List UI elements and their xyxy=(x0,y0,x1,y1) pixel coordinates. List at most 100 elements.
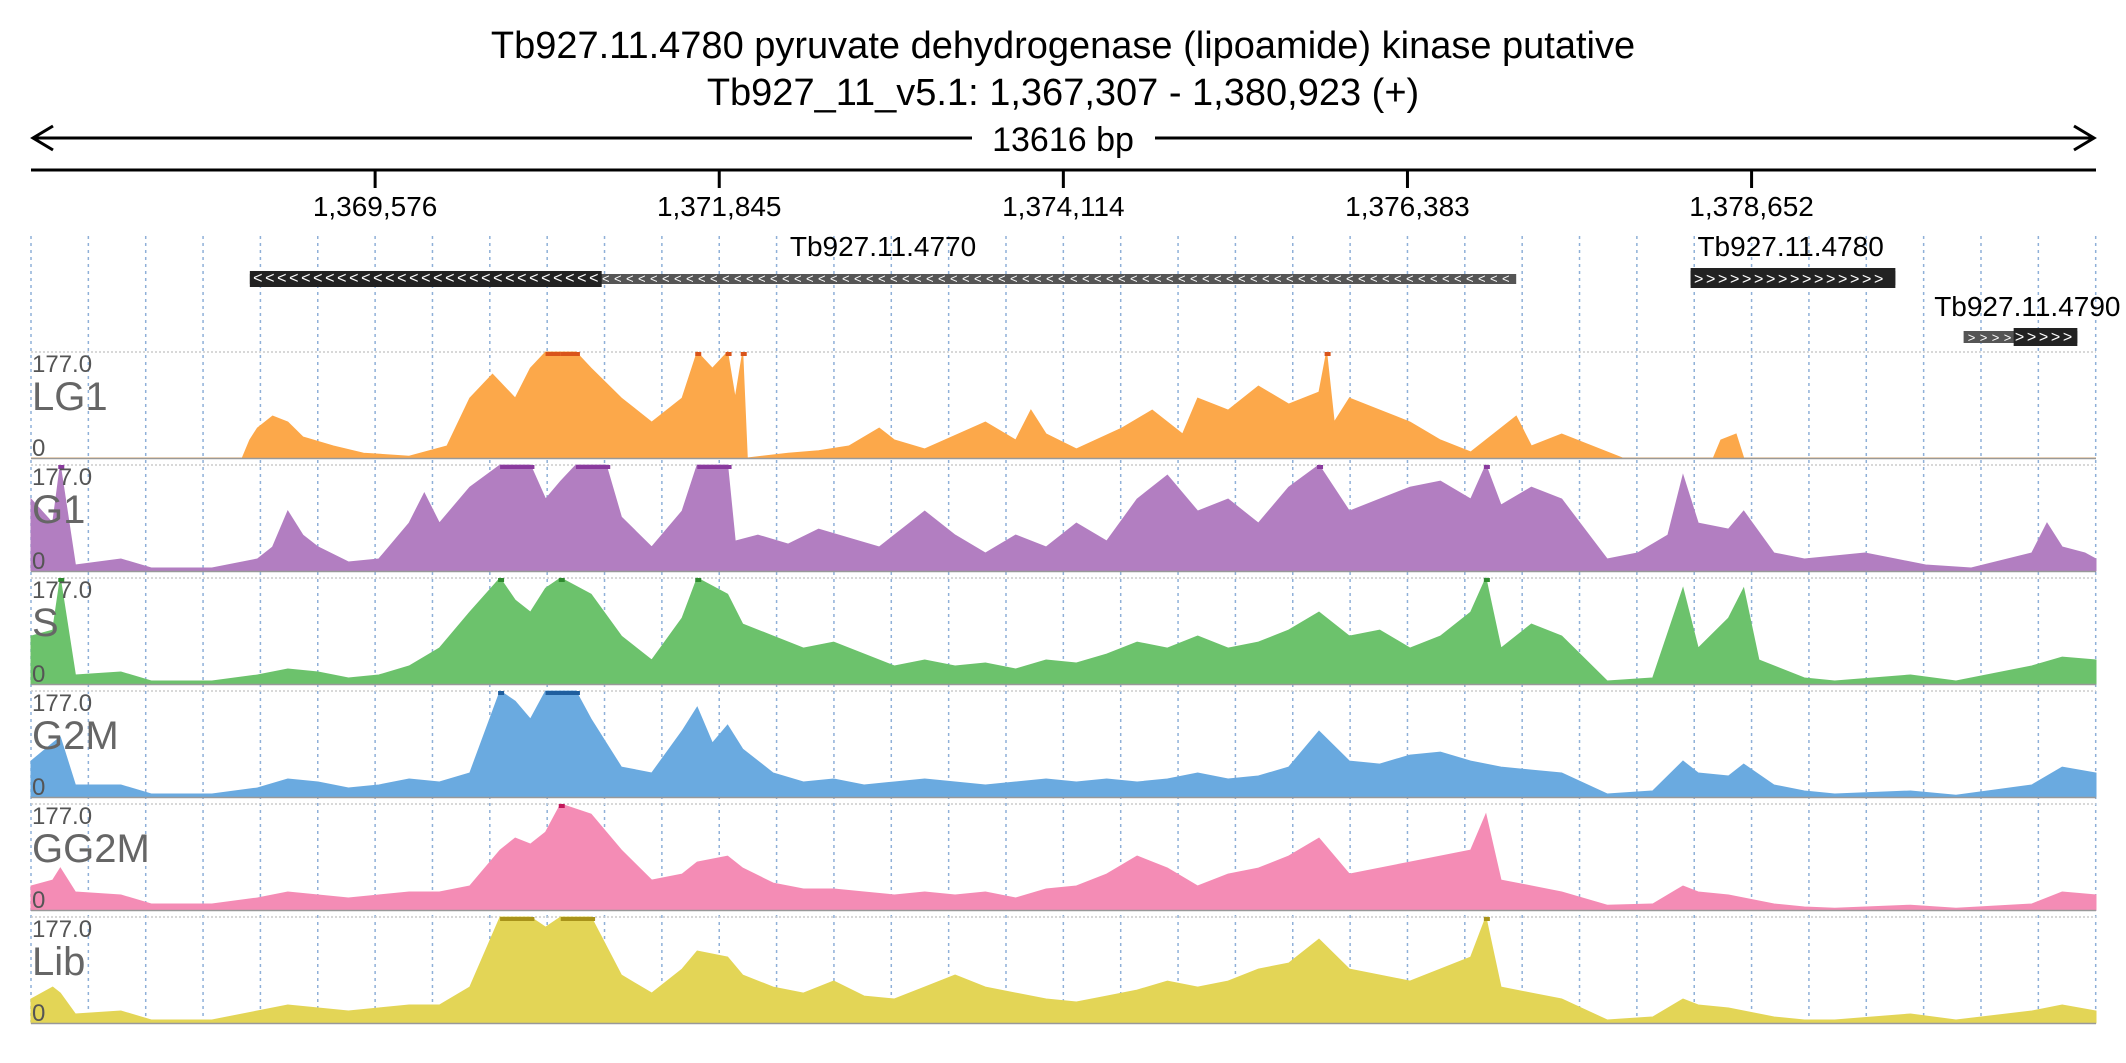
clip-marker xyxy=(1483,578,1490,582)
track-lib: 177.0 0 Lib xyxy=(30,915,2097,1027)
strand-chevron: > xyxy=(1968,330,1976,345)
strand-chevron: < xyxy=(1406,271,1414,286)
strand-chevron: < xyxy=(986,271,994,286)
strand-chevron: < xyxy=(1214,271,1222,286)
series-name: Lib xyxy=(32,940,85,984)
y-min-label: 0 xyxy=(32,661,45,688)
span-arrow-right-head xyxy=(2073,124,2097,152)
strand-chevron: > xyxy=(1850,271,1859,288)
strand-chevron: > xyxy=(1838,271,1847,288)
strand-chevron: < xyxy=(650,271,658,286)
clip-marker xyxy=(58,578,65,582)
strand-chevron: > xyxy=(1766,271,1775,288)
strand-chevron: < xyxy=(1250,271,1258,286)
strand-chevron: < xyxy=(1346,271,1354,286)
strand-chevron: < xyxy=(1154,271,1162,286)
track-g1: 177.0 0 G1 xyxy=(30,463,2097,575)
series-name: S xyxy=(32,601,59,645)
gene-label: Tb927.11.4790 xyxy=(1934,291,2120,322)
strand-chevron: < xyxy=(818,271,826,286)
strand-chevron: < xyxy=(962,271,970,286)
strand-chevron: > xyxy=(1730,271,1739,288)
strand-chevron: > xyxy=(1874,271,1883,288)
clip-marker xyxy=(528,917,535,921)
strand-chevron: < xyxy=(998,271,1006,286)
strand-chevron: < xyxy=(1370,271,1378,286)
gene-track: < < < < < < < < < < < < < < < < < < < < < < < < < < < < < < < < < < < < < < < <… xyxy=(249,231,2121,346)
coverage-tracks: 177.00LG1177.00G1177.00S177.00G2M177.00G… xyxy=(30,350,2097,1027)
strand-chevron: > xyxy=(1790,271,1799,288)
clip-marker xyxy=(575,465,607,469)
strand-chevron: < xyxy=(385,270,394,287)
strand-chevron: > xyxy=(1778,271,1787,288)
strand-chevron: < xyxy=(1178,271,1186,286)
strand-chevron: < xyxy=(734,271,742,286)
strand-chevron: < xyxy=(469,270,478,287)
clip-marker xyxy=(695,578,702,582)
series-name: G2M xyxy=(32,714,119,758)
strand-chevron: > xyxy=(1862,271,1871,288)
strand-chevron: < xyxy=(481,270,490,287)
strand-chevron: < xyxy=(830,271,838,286)
coverage-area xyxy=(30,803,2097,911)
strand-chevron: < xyxy=(361,270,370,287)
y-min-label: 0 xyxy=(32,435,45,462)
strand-chevron: < xyxy=(445,270,454,287)
y-max-label: 177.0 xyxy=(32,916,92,943)
coverage-area xyxy=(30,690,2097,798)
strand-chevron: < xyxy=(866,271,874,286)
strand-chevron: < xyxy=(602,271,610,286)
y-min-label: 0 xyxy=(32,774,45,801)
strand-chevron: < xyxy=(493,270,502,287)
strand-chevron: > xyxy=(2004,330,2012,345)
strand-chevron: < xyxy=(1130,271,1138,286)
strand-chevron: > xyxy=(1754,271,1763,288)
strand-chevron: < xyxy=(1382,271,1390,286)
strand-chevron: < xyxy=(1094,271,1102,286)
strand-chevron: < xyxy=(1082,271,1090,286)
strand-chevron: > xyxy=(1706,271,1715,288)
gene-label: Tb927.11.4780 xyxy=(1697,231,1883,262)
clip-marker xyxy=(1324,352,1331,356)
gene-cds xyxy=(1690,268,1896,288)
strand-chevron: < xyxy=(1238,271,1246,286)
strand-chevron: < xyxy=(325,270,334,287)
strand-chevron: < xyxy=(782,271,790,286)
strand-chevron: > xyxy=(2039,329,2048,346)
strand-chevron: < xyxy=(1142,271,1150,286)
strand-chevron: < xyxy=(1478,271,1486,286)
clip-marker xyxy=(604,465,611,469)
strand-chevron: < xyxy=(1334,271,1342,286)
coverage-area xyxy=(30,463,2097,572)
strand-chevron: < xyxy=(626,271,634,286)
strand-chevron: < xyxy=(529,270,538,287)
strand-chevron: < xyxy=(253,270,262,287)
strand-chevron: < xyxy=(1118,271,1126,286)
strand-chevron: < xyxy=(1454,271,1462,286)
coverage-area xyxy=(30,915,2097,1024)
strand-chevron: > xyxy=(1814,271,1823,288)
chart-subtitle: Tb927_11_v5.1: 1,367,307 - 1,380,923 (+) xyxy=(707,72,1419,114)
strand-chevron: < xyxy=(710,271,718,286)
strand-chevron: < xyxy=(1430,271,1438,286)
strand-chevron: < xyxy=(686,271,694,286)
clip-marker xyxy=(498,578,505,582)
strand-chevron: < xyxy=(842,271,850,286)
strand-chevron: < xyxy=(1058,271,1066,286)
clip-marker xyxy=(498,691,505,695)
clip-marker xyxy=(740,352,747,356)
clip-marker xyxy=(58,465,65,469)
strand-chevron: < xyxy=(638,271,646,286)
series-name: G1 xyxy=(32,488,85,532)
strand-chevron: > xyxy=(1980,330,1988,345)
series-name: LG1 xyxy=(32,375,108,419)
track-gg2m: 177.0 0 GG2M xyxy=(30,803,2097,914)
clip-marker xyxy=(695,352,702,356)
strand-chevron: < xyxy=(878,271,886,286)
span-arrow-left-head xyxy=(30,124,54,152)
strand-chevron: > xyxy=(2027,329,2036,346)
strand-chevron: < xyxy=(1202,271,1210,286)
strand-chevron: < xyxy=(1166,271,1174,286)
strand-chevron: < xyxy=(902,271,910,286)
